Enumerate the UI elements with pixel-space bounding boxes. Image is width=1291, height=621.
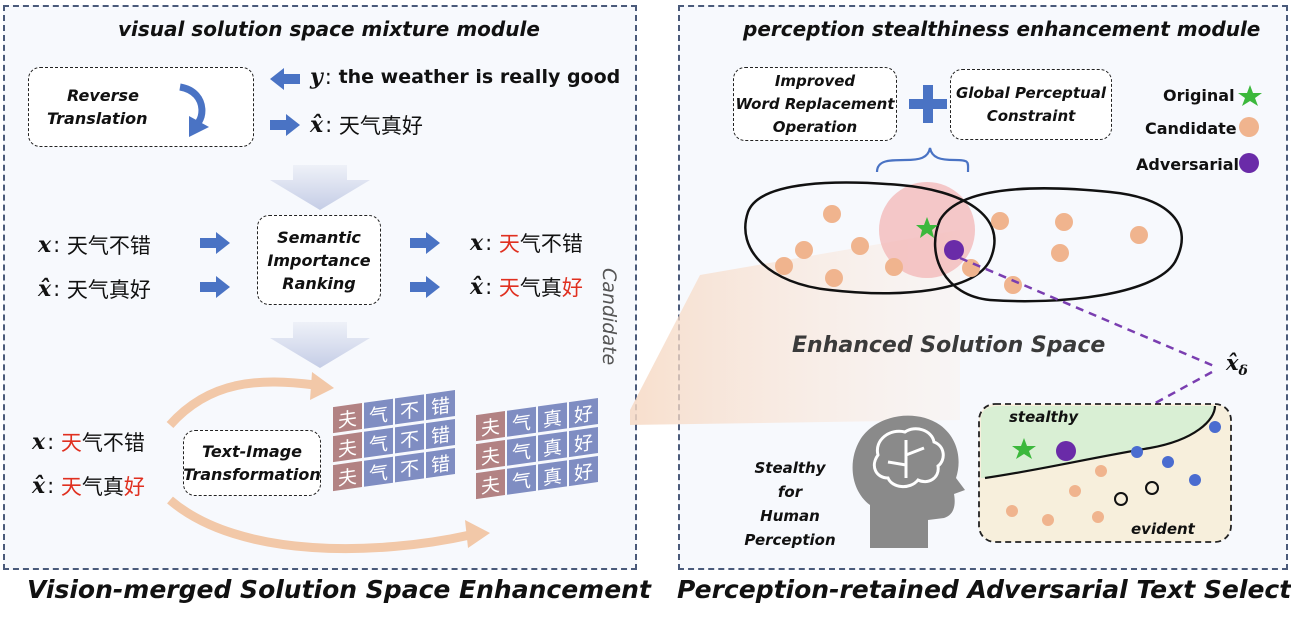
x-var-mid: x — [38, 232, 52, 258]
xhat-text-top: 天气真好 — [338, 114, 423, 138]
word-box-line3: Operation — [772, 117, 858, 136]
xdelta-var: x̂ — [1226, 350, 1239, 375]
projection-funnel — [630, 230, 960, 425]
original-star-icon — [916, 217, 938, 238]
down-arrow-2 — [270, 322, 370, 368]
global-constraint-box: Global Perceptual Constraint — [950, 69, 1112, 140]
reverse-arrow-icon — [179, 83, 209, 137]
legend-candidate-label: Candidate — [1145, 119, 1237, 138]
solution-space-left — [744, 181, 996, 295]
enhanced-solution-label: Enhanced Solution Space — [792, 333, 1106, 358]
x-ranked-rest: 气不错 — [519, 232, 583, 256]
xhat-ranked-first: 天 — [498, 276, 520, 300]
xhat-bottom-first: 天 — [60, 475, 82, 499]
legend-adversarial-icon — [1239, 153, 1259, 173]
text-image-line1: Text-Image — [201, 442, 303, 461]
human-line2: for — [777, 483, 803, 501]
human-line4: Perception — [744, 531, 836, 549]
xhat-bottom-middle: 气真 — [81, 475, 124, 499]
curve-arrow-top — [166, 377, 316, 429]
x-row-ranked: x: 天气不错 — [470, 230, 583, 256]
xdelta-sub: δ — [1238, 363, 1248, 380]
arrow-right-icon — [200, 276, 230, 298]
bottom-left-title: Vision-merged Solution Space Enhancement — [27, 575, 651, 604]
xhat-var: x̂ — [310, 112, 324, 138]
stealthy-label: stealthy — [1009, 408, 1079, 426]
text-image-line2: Transformation — [183, 465, 321, 484]
semantic-line1: Semantic — [277, 227, 361, 247]
evident-blue-points — [1131, 421, 1221, 486]
evident-hollow-points — [1114, 481, 1159, 506]
down-arrow-1 — [270, 165, 370, 210]
stealthy-star-icon — [1012, 438, 1036, 459]
x-row-bottom: x: 天气不错 — [32, 429, 145, 455]
human-line3: Human — [760, 507, 820, 525]
bottom-right-title: Perception-retained Adversarial Text Sel… — [677, 575, 1291, 604]
x-bottom-highlight: 天 — [60, 431, 82, 455]
legend-candidate-icon — [1239, 117, 1259, 137]
arrow-right-icon — [410, 276, 440, 298]
xhat-row-mid: x̂: 天气真好 — [38, 276, 151, 302]
arrow-left-icon — [270, 68, 300, 90]
xhat-var-bottom: x̂ — [32, 473, 46, 499]
x-row-mid: x: 天气不错 — [38, 232, 151, 258]
xhat-row-bottom: x̂: 天气真好 — [32, 473, 145, 499]
global-box-line2: Constraint — [986, 106, 1076, 125]
human-line1: Stealthy — [754, 459, 826, 477]
arrow-right-icon — [200, 232, 230, 254]
plus-icon — [909, 85, 947, 123]
brace-icon — [875, 147, 970, 173]
xhat-ranked-middle: 气真 — [519, 276, 562, 300]
stealthy-adversarial-point — [1056, 441, 1076, 461]
y-row: y: the weather is really good — [310, 64, 621, 90]
x-bottom-rest: 气不错 — [81, 431, 145, 455]
evident-candidate-points — [1006, 465, 1107, 526]
legend-adversarial-label: Adversarial — [1136, 155, 1239, 174]
y-var: y — [310, 64, 323, 90]
arrow-right-icon — [410, 232, 440, 254]
left-module-title: visual solution space mixture module — [118, 17, 540, 41]
xhat-ranked-last: 好 — [561, 276, 583, 300]
x-var-bottom: x — [32, 429, 46, 455]
legend-original-label: Original — [1163, 86, 1235, 105]
xhat-var-mid: x̂ — [38, 276, 52, 302]
xdelta-label: x̂δ — [1226, 350, 1248, 379]
adversarial-point — [944, 240, 964, 260]
arrow-right-icon — [270, 114, 300, 136]
xhat-var-ranked: x̂ — [470, 274, 484, 300]
xhat-bottom-last: 好 — [123, 475, 145, 499]
x-ranked-highlight: 天 — [498, 232, 520, 256]
reverse-translation-line1: Reverse — [67, 86, 139, 105]
word-box-line2: Word Replacement — [735, 94, 895, 113]
candidate-points — [775, 205, 1148, 294]
curve-arrow-bottom — [167, 496, 471, 554]
word-box-line1: Improved — [774, 71, 856, 90]
x-var-ranked: x — [470, 230, 484, 256]
human-head-icon — [852, 415, 965, 548]
x-text-mid: 天气不错 — [66, 234, 151, 258]
right-module-title: perception stealthiness enhancement modu… — [743, 17, 1261, 41]
human-perception-label: Stealthy for Human Perception — [738, 456, 842, 552]
semantic-line2: Importance — [267, 250, 371, 270]
reverse-translation-box: Reverse Translation — [28, 67, 254, 147]
brain-icon — [872, 427, 945, 488]
xhat-row-top: x̂: 天气真好 — [310, 112, 423, 138]
word-replacement-box: Improved Word Replacement Operation — [733, 67, 897, 141]
semantic-line3: Ranking — [282, 273, 356, 293]
solution-space-right — [933, 187, 1183, 303]
text-image-box: Text-Image Transformation — [183, 430, 321, 496]
xhat-row-ranked: x̂: 天气真好 — [470, 274, 583, 300]
legend-star-icon — [1238, 85, 1262, 106]
xhat-text-mid: 天气真好 — [66, 278, 151, 302]
semantic-importance-box: Semantic Importance Ranking — [257, 215, 381, 305]
global-box-line1: Global Perceptual — [955, 83, 1107, 102]
y-text: the weather is really good — [338, 66, 621, 88]
evident-label: evident — [1131, 520, 1195, 538]
reverse-translation-line2: Translation — [47, 109, 148, 128]
stealthy-region — [981, 406, 1215, 478]
